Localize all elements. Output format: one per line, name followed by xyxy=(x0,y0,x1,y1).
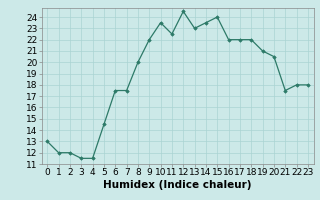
X-axis label: Humidex (Indice chaleur): Humidex (Indice chaleur) xyxy=(103,180,252,190)
